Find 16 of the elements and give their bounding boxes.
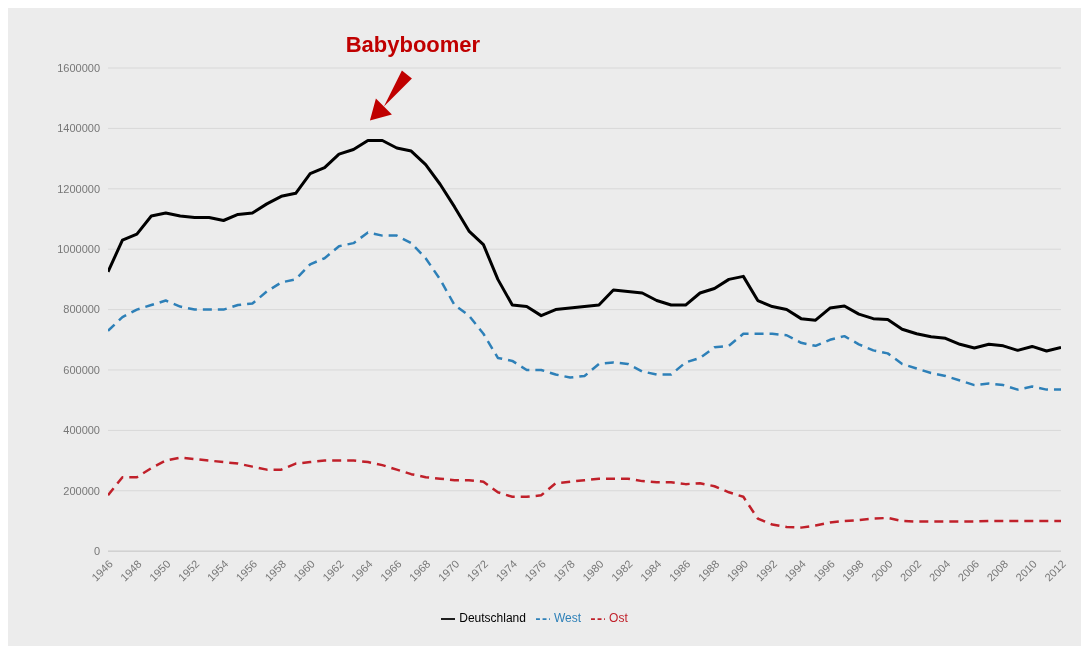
line-series [108,138,1061,353]
y-tick-label: 800000 [63,303,100,316]
y-tick-label: 600000 [63,363,100,376]
y-tick-label: 200000 [63,484,100,497]
y-tick-label: 1600000 [57,61,100,74]
legend-label: Ost [609,611,628,626]
y-tick-label: 400000 [63,424,100,437]
y-tick-label: 1200000 [57,182,100,195]
line-series [108,231,1061,391]
y-tick-label: 1400000 [57,122,100,135]
y-tick-label: 1000000 [57,243,100,256]
legend-label: West [553,611,582,626]
legend-label: Deutschland [459,611,526,626]
y-tick-label: 0 [93,545,100,558]
text: Babyboomer [345,32,481,58]
line-series [108,456,1061,529]
